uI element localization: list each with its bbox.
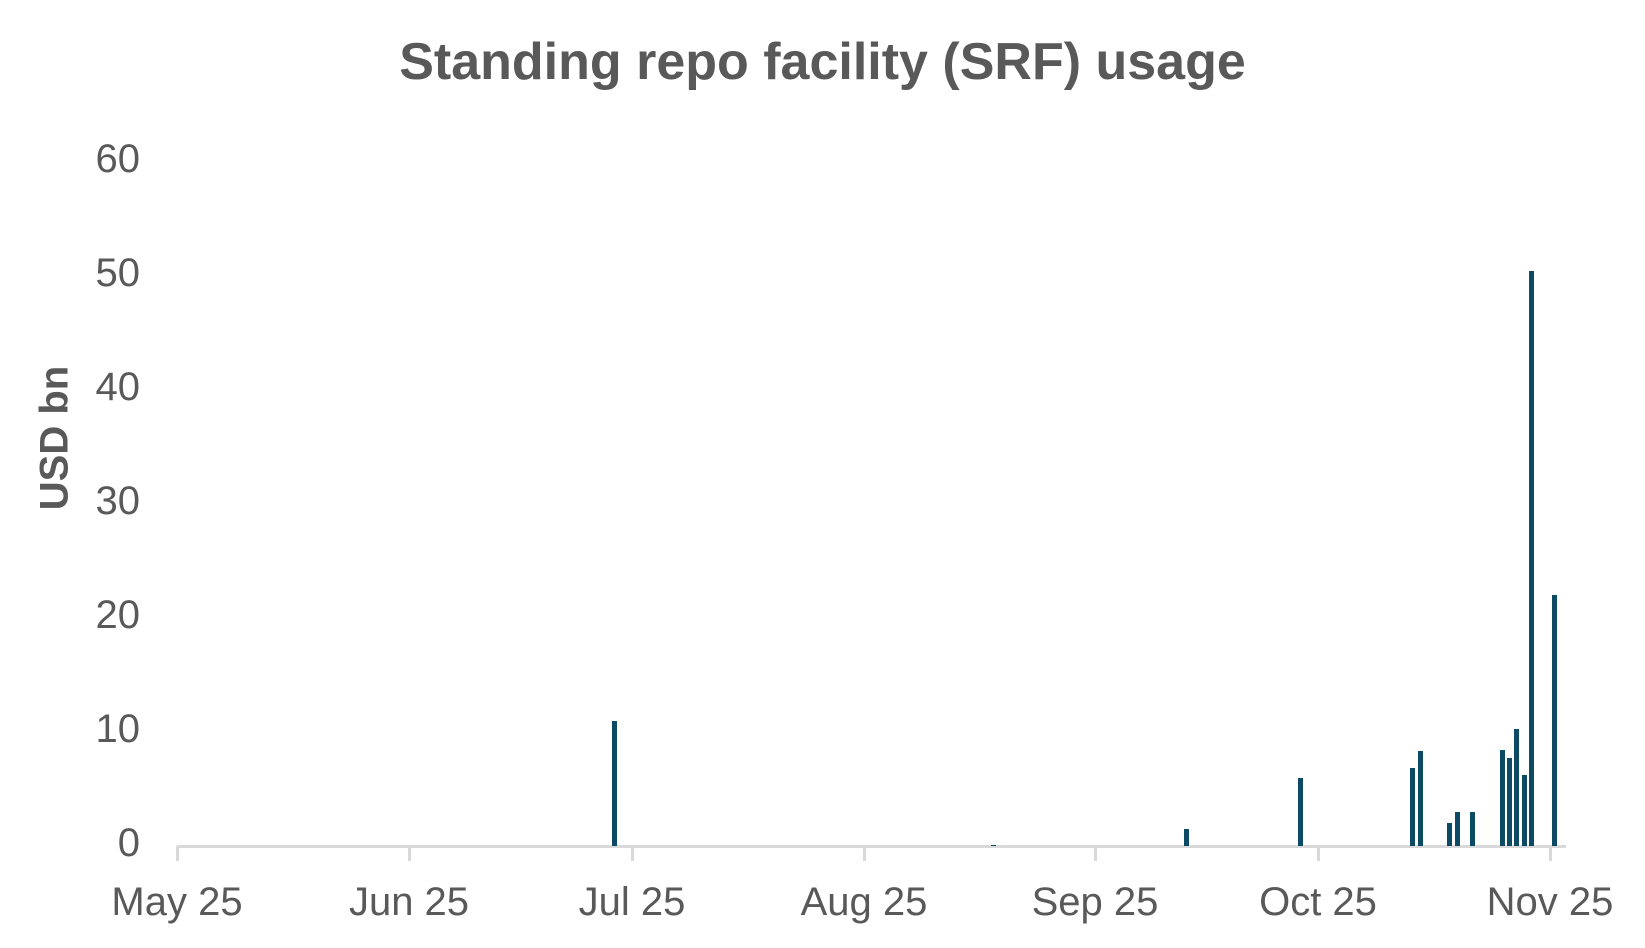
bar [1455,811,1460,846]
x-tick-mark [631,846,634,861]
y-tick-label: 10 [95,707,141,751]
bar [1500,750,1505,846]
bar [1410,768,1415,846]
x-tick-mark [408,846,411,861]
x-tick-label: Oct 25 [1259,880,1377,924]
chart-title: Standing repo facility (SRF) usage [399,33,1246,91]
y-tick-label: 40 [95,365,141,409]
x-tick-mark [176,846,179,861]
y-tick-label: 60 [95,137,141,181]
x-axis-line [177,845,1566,848]
bar [1298,777,1303,846]
bar [612,720,617,846]
bar [1184,828,1189,846]
x-tick-label: May 25 [111,880,243,924]
x-tick-mark [1317,846,1320,861]
bar [1514,728,1519,846]
bar [1507,758,1512,846]
y-tick-label: 30 [95,479,141,523]
bar [1447,823,1452,846]
x-tick-mark [1094,846,1097,861]
bar [1470,811,1475,846]
x-tick-mark [863,846,866,861]
x-tick-label: Nov 25 [1486,880,1614,924]
x-tick-mark [1549,846,1552,861]
x-tick-label: Jun 25 [348,880,470,924]
bar [1529,271,1534,846]
bar [1522,775,1527,846]
bar [1418,751,1423,846]
bar [991,844,996,846]
y-tick-label: 20 [95,593,141,637]
bar [1552,595,1557,846]
y-tick-label: 50 [95,251,141,295]
x-tick-label: Sep 25 [1031,880,1159,924]
x-tick-label: Aug 25 [800,880,928,924]
x-tick-label: Jul 25 [578,880,686,924]
y-tick-label: 0 [117,821,140,865]
